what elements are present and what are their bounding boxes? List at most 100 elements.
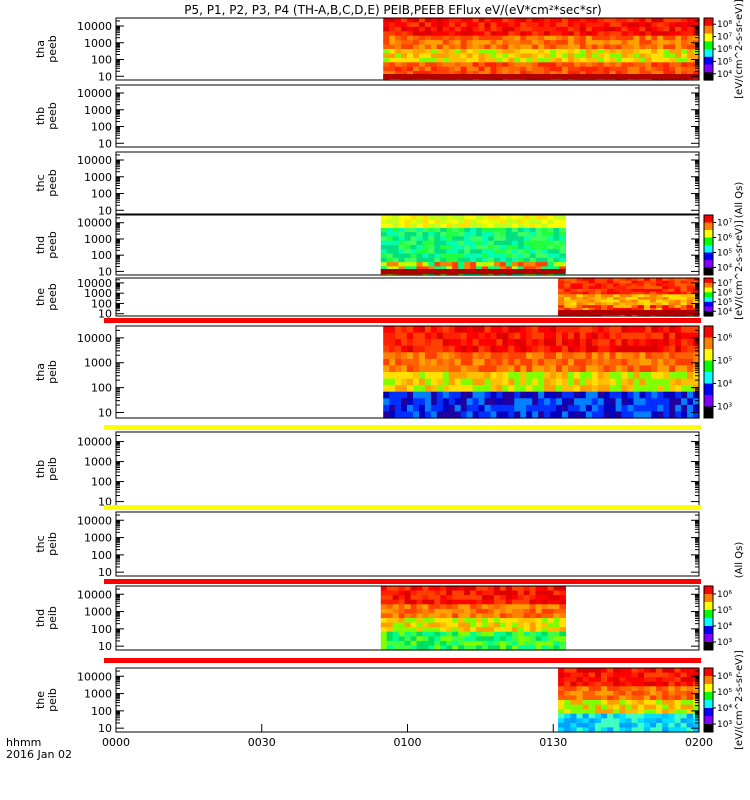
heatmap-cell (392, 257, 400, 263)
heatmap-cell (424, 62, 432, 68)
heatmap-cell (603, 404, 611, 413)
heatmap-cell (383, 332, 390, 340)
y-tick-label: 1000 (84, 456, 112, 469)
heatmap-cell (547, 257, 555, 263)
heatmap-cell (687, 26, 694, 32)
heatmap-cell (523, 257, 531, 263)
heatmap-cell (645, 372, 652, 380)
heatmap-cell (430, 49, 438, 54)
heatmap-cell (585, 411, 593, 419)
heatmap-cell (579, 44, 587, 50)
heatmap-cell (499, 636, 507, 642)
heatmap-cell (663, 332, 670, 340)
heatmap-cell (639, 339, 646, 347)
heatmap-cell (645, 31, 652, 37)
heatmap-cell (458, 227, 465, 233)
heatmap-cell (476, 253, 483, 259)
heatmap-cell (404, 253, 412, 259)
heatmap-cell (407, 53, 414, 59)
heatmap-cell (544, 53, 551, 59)
heatmap-cell (651, 31, 658, 37)
heatmap-cell (517, 227, 525, 233)
heatmap-cell (476, 590, 483, 596)
heatmap-cell (588, 727, 596, 733)
heatmap-cell (440, 215, 447, 220)
heatmap-cell (544, 71, 551, 77)
heatmap-cell (452, 618, 459, 624)
heatmap-cell (585, 40, 593, 46)
heatmap-cell (419, 26, 426, 32)
heatmap-cell (627, 53, 635, 59)
heatmap-cell (639, 365, 646, 373)
heatmap-cell (448, 385, 456, 393)
heatmap-cell (464, 215, 471, 220)
heatmap-cell (389, 398, 396, 406)
heatmap-cell (674, 681, 682, 687)
heatmap-cell (668, 280, 676, 284)
y-tick-label: 10000 (77, 588, 112, 601)
heatmap-cell (430, 40, 438, 46)
heatmap-cell (392, 622, 400, 628)
y-tick-label: 10000 (77, 217, 112, 230)
heatmap-cell (380, 595, 388, 601)
heatmap-cell (681, 22, 688, 28)
heatmap-cell (680, 307, 688, 312)
heatmap-cell (452, 608, 459, 615)
colorbar-title: (All Qs) (734, 182, 745, 219)
heatmap-cell (643, 294, 651, 298)
heatmap-cell (478, 411, 486, 419)
heatmap-cell (526, 71, 533, 77)
heatmap-cell (413, 44, 420, 50)
heatmap-cell (529, 640, 537, 647)
heatmap-cell (570, 668, 578, 674)
heatmap-cell (588, 700, 596, 706)
heatmap-cell (559, 240, 566, 246)
heatmap-cell (460, 339, 468, 347)
heatmap-cell (386, 586, 394, 592)
heatmap-cell (550, 326, 557, 334)
heatmap-cell (645, 326, 652, 334)
heatmap-cell (637, 709, 645, 715)
heatmap-cell (650, 722, 657, 729)
heatmap-cell (505, 618, 513, 624)
heatmap-cell (419, 404, 426, 413)
heatmap-cell (458, 236, 465, 242)
heatmap-cell (484, 339, 492, 347)
heatmap-cell (413, 71, 420, 77)
heatmap-cell (558, 690, 565, 697)
heatmap-cell (389, 44, 396, 50)
heatmap-cell (627, 71, 635, 77)
heatmap-cell (570, 681, 578, 687)
heatmap-cell (436, 53, 444, 59)
heatmap-cell (556, 365, 563, 373)
heatmap-cell (643, 278, 651, 282)
heatmap-cell (570, 727, 578, 733)
heatmap-cell (601, 280, 608, 284)
heatmap-cell (458, 257, 465, 263)
heatmap-cell (681, 71, 688, 77)
heatmap-cell (550, 57, 557, 63)
heatmap-cell (588, 668, 596, 674)
y-tick-label: 10 (98, 640, 112, 653)
heatmap-cell (499, 236, 507, 242)
heatmap-cell (550, 31, 557, 37)
heatmap-cell (619, 288, 627, 293)
heatmap-cell (401, 18, 408, 23)
heatmap-cell (383, 40, 390, 46)
heatmap-cell (669, 339, 676, 347)
heatmap-cell (535, 219, 543, 225)
heatmap-cell (675, 31, 682, 37)
heatmap-cell (478, 332, 486, 340)
heatmap-cell (681, 62, 688, 68)
heatmap-cell (419, 44, 426, 50)
heatmap-cell (466, 49, 474, 54)
heatmap-cell (523, 645, 531, 651)
heatmap-cell (668, 305, 676, 309)
heatmap-cell (392, 636, 400, 642)
heatmap-cell (386, 249, 394, 255)
heatmap-cell (460, 372, 468, 380)
heatmap-cell (573, 365, 581, 373)
separator-bar (104, 425, 701, 430)
heatmap-cell (631, 727, 639, 733)
